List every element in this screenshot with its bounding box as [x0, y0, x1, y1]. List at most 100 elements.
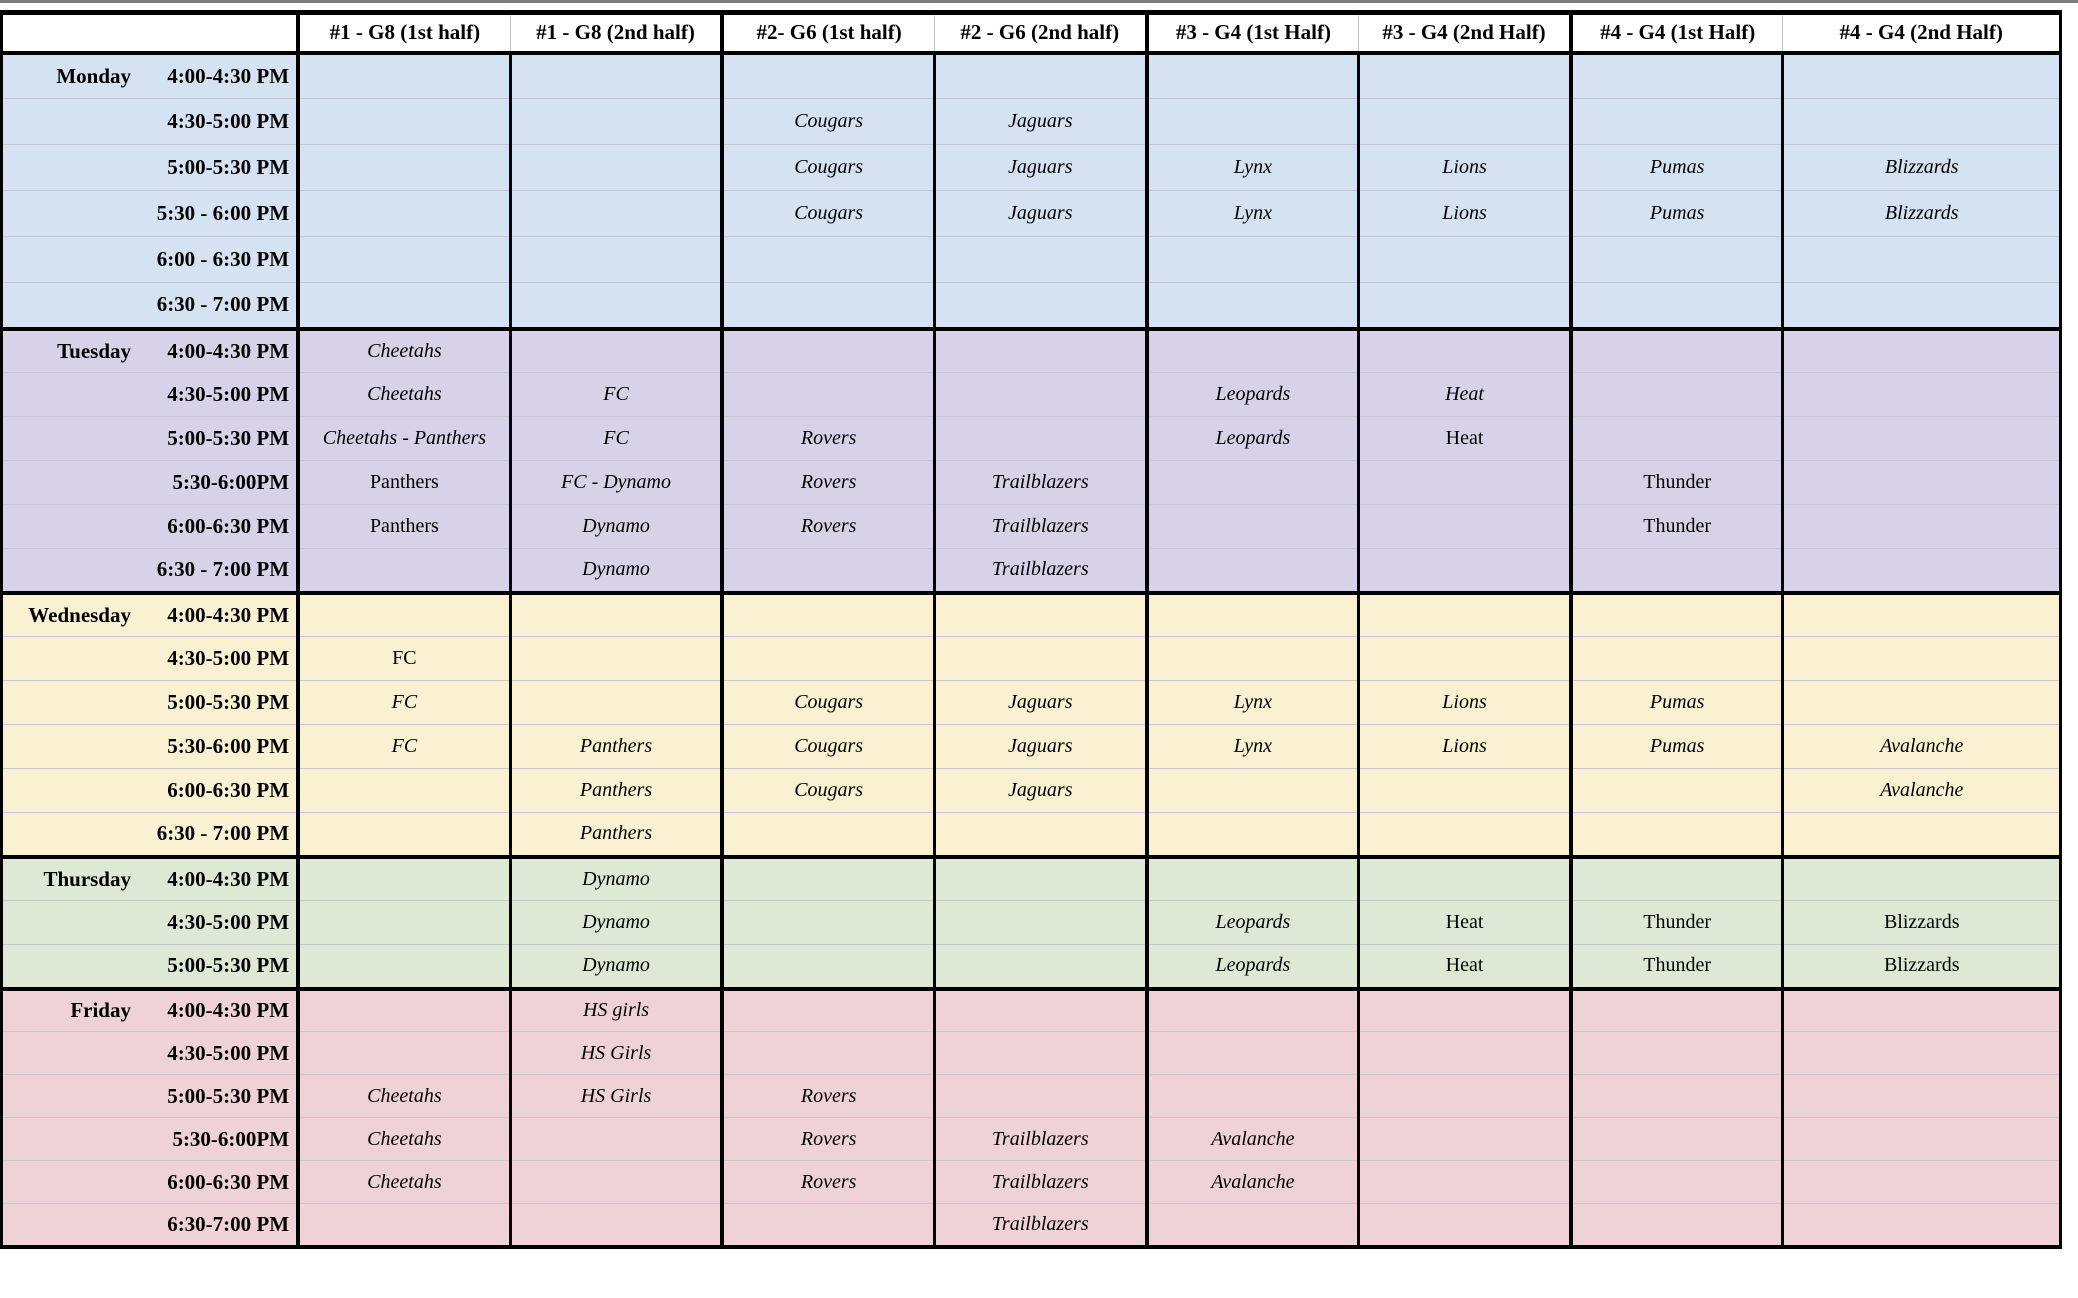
schedule-cell[interactable] — [1568, 854, 1783, 901]
schedule-cell[interactable] — [1144, 1203, 1359, 1247]
schedule-cell[interactable]: Lynx — [1144, 680, 1359, 725]
schedule-cell[interactable] — [720, 636, 935, 681]
schedule-cell[interactable] — [1357, 236, 1571, 283]
schedule-cell[interactable] — [296, 144, 511, 191]
schedule-cell[interactable] — [1781, 1031, 2061, 1075]
schedule-cell[interactable] — [1357, 1160, 1571, 1204]
schedule-cell[interactable]: Thunder — [1568, 900, 1783, 945]
schedule-cell[interactable] — [932, 326, 1147, 373]
schedule-cell[interactable] — [1144, 590, 1359, 637]
schedule-cell[interactable] — [1781, 812, 2061, 857]
schedule-cell[interactable] — [1568, 282, 1783, 329]
time-cell[interactable]: 4:30-5:00 PM — [1, 900, 299, 945]
time-cell[interactable]: 4:30-5:00 PM — [1, 1031, 299, 1075]
schedule-cell[interactable]: Trailblazers — [932, 1203, 1147, 1247]
column-header[interactable]: #3 - G4 (2nd Half) — [1358, 12, 1571, 55]
schedule-cell[interactable] — [720, 812, 935, 857]
schedule-cell[interactable]: Dynamo — [508, 504, 723, 549]
schedule-cell[interactable]: Blizzards — [1781, 190, 2061, 237]
time-cell[interactable]: 6:00-6:30 PM — [1, 504, 299, 549]
schedule-cell[interactable]: Heat — [1357, 372, 1571, 417]
schedule-cell[interactable]: Cougars — [720, 144, 935, 191]
schedule-cell[interactable] — [508, 1203, 723, 1247]
schedule-cell[interactable] — [720, 50, 935, 99]
schedule-cell[interactable] — [1568, 416, 1783, 461]
schedule-cell[interactable] — [1357, 282, 1571, 329]
schedule-cell[interactable] — [1781, 460, 2061, 505]
schedule-cell[interactable] — [296, 98, 511, 145]
schedule-cell[interactable] — [1568, 548, 1783, 593]
schedule-cell[interactable]: Blizzards — [1781, 944, 2061, 989]
schedule-cell[interactable]: FC — [296, 636, 511, 681]
schedule-cell[interactable]: FC — [296, 680, 511, 725]
schedule-cell[interactable]: Trailblazers — [932, 1117, 1147, 1161]
schedule-cell[interactable] — [1781, 590, 2061, 637]
schedule-cell[interactable]: Pumas — [1568, 724, 1783, 769]
schedule-cell[interactable]: Blizzards — [1781, 900, 2061, 945]
schedule-cell[interactable]: Leopards — [1144, 900, 1359, 945]
schedule-cell[interactable] — [720, 986, 935, 1032]
schedule-cell[interactable] — [1357, 50, 1571, 99]
schedule-cell[interactable]: Jaguars — [932, 724, 1147, 769]
column-header[interactable]: #4 - G4 (1st Half) — [1568, 12, 1783, 55]
schedule-cell[interactable]: FC — [296, 724, 511, 769]
schedule-cell[interactable]: Heat — [1357, 900, 1571, 945]
time-cell[interactable]: 5:30-6:00 PM — [1, 724, 299, 769]
schedule-cell[interactable] — [296, 812, 511, 857]
time-cell[interactable]: 4:30-5:00 PM — [1, 372, 299, 417]
schedule-cell[interactable]: Jaguars — [932, 680, 1147, 725]
schedule-cell[interactable]: HS Girls — [508, 1031, 723, 1075]
schedule-cell[interactable]: Lions — [1357, 144, 1571, 191]
schedule-cell[interactable]: Cougars — [720, 190, 935, 237]
schedule-cell[interactable]: Cougars — [720, 680, 935, 725]
schedule-cell[interactable]: FC - Dynamo — [508, 460, 723, 505]
schedule-cell[interactable]: Heat — [1357, 416, 1571, 461]
time-cell[interactable]: 6:00-6:30 PM — [1, 768, 299, 813]
schedule-cell[interactable] — [720, 1031, 935, 1075]
schedule-cell[interactable]: Rovers — [720, 504, 935, 549]
schedule-cell[interactable] — [1144, 636, 1359, 681]
schedule-cell[interactable]: Dynamo — [508, 548, 723, 593]
schedule-cell[interactable]: Lynx — [1144, 144, 1359, 191]
schedule-cell[interactable] — [1357, 548, 1571, 593]
schedule-cell[interactable] — [508, 1117, 723, 1161]
schedule-cell[interactable]: Cheetahs - Panthers — [296, 416, 511, 461]
schedule-cell[interactable] — [1357, 460, 1571, 505]
schedule-cell[interactable]: FC — [508, 372, 723, 417]
schedule-cell[interactable] — [1568, 50, 1783, 99]
schedule-cell[interactable]: Jaguars — [932, 144, 1147, 191]
schedule-cell[interactable] — [1781, 50, 2061, 99]
schedule-cell[interactable]: Pumas — [1568, 680, 1783, 725]
schedule-cell[interactable]: Rovers — [720, 1160, 935, 1204]
schedule-cell[interactable] — [1144, 548, 1359, 593]
column-header[interactable]: #1 - G8 (2nd half) — [509, 12, 723, 55]
schedule-cell[interactable]: Dynamo — [508, 944, 723, 989]
schedule-cell[interactable] — [1144, 1031, 1359, 1075]
schedule-cell[interactable] — [1144, 282, 1359, 329]
schedule-cell[interactable] — [1568, 98, 1783, 145]
schedule-cell[interactable] — [720, 326, 935, 373]
schedule-cell[interactable] — [1568, 372, 1783, 417]
schedule-cell[interactable] — [720, 944, 935, 989]
schedule-cell[interactable]: Panthers — [296, 460, 511, 505]
schedule-cell[interactable] — [1781, 636, 2061, 681]
corner-cell[interactable] — [1, 12, 299, 55]
schedule-cell[interactable]: Panthers — [296, 504, 511, 549]
schedule-cell[interactable] — [720, 590, 935, 637]
time-cell[interactable]: 5:30-6:00PM — [1, 460, 299, 505]
schedule-cell[interactable] — [932, 1031, 1147, 1075]
schedule-cell[interactable] — [1568, 326, 1783, 373]
schedule-cell[interactable]: Rovers — [720, 1074, 935, 1118]
schedule-cell[interactable] — [1568, 636, 1783, 681]
schedule-cell[interactable] — [296, 1031, 511, 1075]
schedule-cell[interactable] — [1781, 1074, 2061, 1118]
schedule-cell[interactable] — [1781, 326, 2061, 373]
time-cell[interactable]: 4:30-5:00 PM — [1, 636, 299, 681]
schedule-cell[interactable]: Heat — [1357, 944, 1571, 989]
schedule-cell[interactable] — [932, 372, 1147, 417]
schedule-cell[interactable]: Rovers — [720, 460, 935, 505]
schedule-cell[interactable] — [296, 190, 511, 237]
time-cell[interactable]: 5:00-5:30 PM — [1, 680, 299, 725]
schedule-cell[interactable] — [932, 900, 1147, 945]
schedule-cell[interactable] — [1568, 1160, 1783, 1204]
